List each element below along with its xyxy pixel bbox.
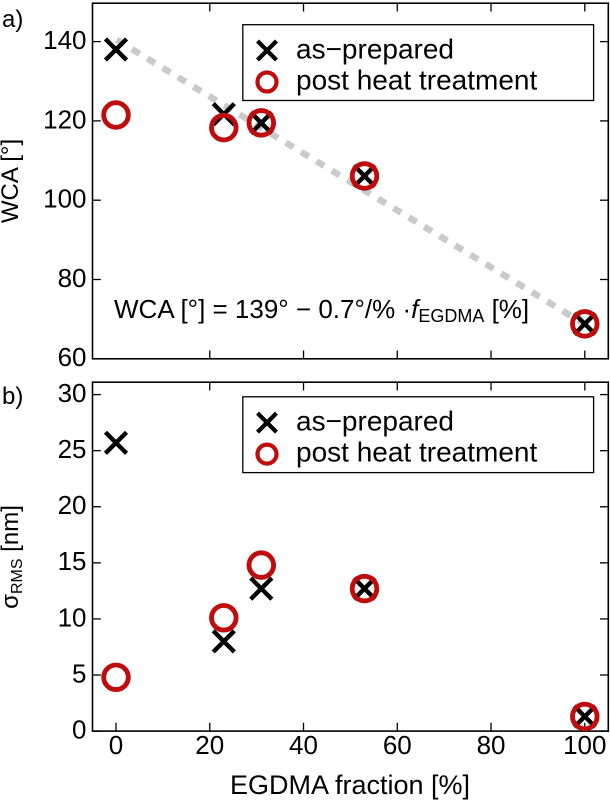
svg-text:a): a): [2, 6, 23, 33]
svg-text:as−prepared: as−prepared: [296, 406, 454, 437]
svg-text:100: 100: [563, 730, 606, 760]
svg-text:EGDMA fraction [%]: EGDMA fraction [%]: [230, 770, 470, 800]
svg-text:10: 10: [58, 602, 87, 632]
svg-text:WCA [°] = 139° − 0.7°/% ·fEGDM: WCA [°] = 139° − 0.7°/% ·fEGDMA [%]: [114, 294, 529, 326]
svg-text:60: 60: [383, 730, 412, 760]
svg-text:25: 25: [58, 434, 87, 464]
svg-text:WCA [°]: WCA [°]: [0, 139, 24, 223]
svg-text:post heat treatment: post heat treatment: [296, 437, 537, 468]
svg-text:80: 80: [58, 263, 87, 293]
svg-text:120: 120: [43, 104, 86, 134]
svg-text:60: 60: [58, 342, 87, 372]
svg-text:140: 140: [43, 25, 86, 55]
svg-text:80: 80: [477, 730, 506, 760]
svg-text:b): b): [2, 383, 23, 410]
svg-text:20: 20: [195, 730, 224, 760]
svg-text:30: 30: [58, 378, 87, 408]
svg-text:15: 15: [58, 546, 87, 576]
svg-text:40: 40: [289, 730, 318, 760]
svg-text:σRMS [nm]: σRMS [nm]: [0, 505, 26, 609]
svg-text:0: 0: [109, 730, 123, 760]
svg-text:post heat treatment: post heat treatment: [296, 65, 537, 96]
svg-text:as−prepared: as−prepared: [296, 34, 454, 65]
svg-text:20: 20: [58, 490, 87, 520]
svg-text:0: 0: [72, 715, 86, 745]
svg-text:5: 5: [72, 658, 86, 688]
svg-text:100: 100: [43, 184, 86, 214]
